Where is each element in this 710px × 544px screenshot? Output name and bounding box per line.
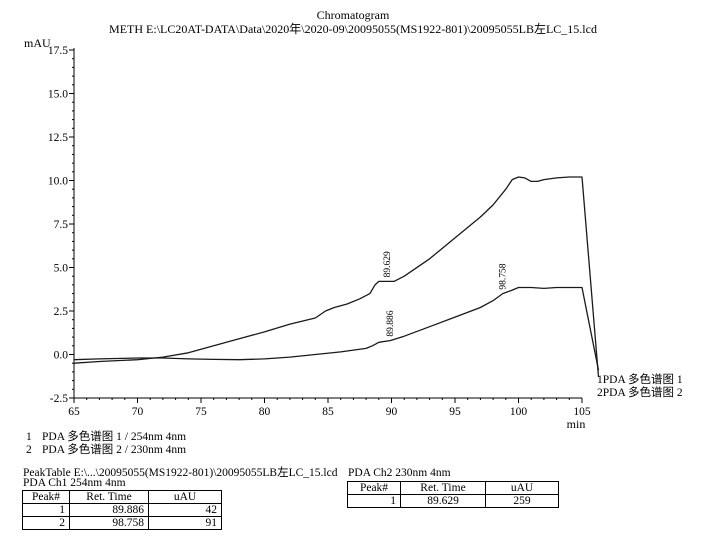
chart-title: Chromatogram [317,8,390,22]
peak-labels: 89.629 98.758 89.886 [383,251,509,337]
column-header: Ret. Time [69,490,149,504]
table-cell: 98.758 [69,516,149,530]
column-header: Ret. Time [400,481,486,495]
y-tick-label: 2.5 [54,306,69,318]
y-tick-label: 17.5 [48,45,68,57]
column-header: uAU [148,490,222,504]
table-cell: 91 [148,516,222,530]
y-tick-label: 10.0 [48,176,68,188]
table-cell: 42 [148,503,222,517]
x-tick-label: 75 [195,406,207,418]
y-tick-label: 12.5 [48,132,68,144]
y-tick-label: 7.5 [54,219,69,231]
legend-number: 2 [26,444,32,456]
x-tick-label: 90 [386,406,398,418]
y-tick-label: 5.0 [54,263,69,275]
end-label-1: 1PDA 多色谱图 1 [597,372,683,386]
x-tick-label: 85 [322,406,334,418]
table-cell: 89.886 [69,503,149,517]
x-tick-label: 70 [132,406,144,418]
peak-table-ch2: Peak# Ret. Time uAU 1 89.629 259 [347,481,559,508]
peak-table-title: PeakTable E:\...\20095055(MS1922-801)\20… [23,467,338,479]
end-label-2: 2PDA 多色谱图 2 [597,385,683,399]
series-line-1 [73,176,600,378]
legend-number: 1 [26,431,32,443]
column-header: Peak# [347,481,401,495]
axes: -2.5 0.0 2.5 5.0 7.5 10.0 12.5 15.0 17.5 65 70 75 80… [48,45,591,418]
table-row: 1 89.629 259 [347,494,559,508]
channel-legend: 1 PDA 多色谱图 1 / 254nm 4nm 2 PDA 多色谱图 2 / 23… [26,431,186,457]
table-header-row: Peak# Ret. Time uAU [347,481,559,495]
table-header-row: Peak# Ret. Time uAU [22,490,222,504]
table-cell: 1 [22,503,70,517]
table-cell: 2 [22,516,70,530]
table-cell: 1 [347,494,401,508]
x-axis-unit: min [567,417,586,430]
x-tick-label: 100 [510,406,528,418]
legend-text: PDA 多色谱图 1 / 254nm 4nm [42,431,187,443]
x-tick-label: 65 [68,406,80,418]
column-header: uAU [485,481,559,495]
legend-item-1: 1 PDA 多色谱图 1 / 254nm 4nm [26,431,186,444]
x-tick-label: 80 [259,406,271,418]
table-cell: 259 [485,494,559,508]
table-row: 1 89.886 42 [22,503,222,517]
y-tick-label: 15.0 [48,89,68,101]
table-cell: 89.629 [400,494,486,508]
peak-label: 89.886 [386,310,396,336]
peak-label: 98.758 [499,263,509,289]
y-tick-label: 0.0 [54,350,69,362]
y-tick-label: -2.5 [50,393,68,405]
peak-label: 89.629 [383,251,393,277]
table-row: 2 98.758 91 [22,516,222,530]
chart-subtitle: METH E:\LC20AT-DATA\Data\2020年\2020-09\2… [109,21,597,36]
peak-table-ch1: Peak# Ret. Time uAU 1 89.886 42 2 98.758… [22,490,222,530]
series-lines [73,176,600,378]
x-tick-label: 105 [573,406,591,418]
x-tick-label: 95 [449,406,461,418]
legend-text: PDA 多色谱图 2 / 230nm 4nm [42,444,187,456]
y-axis-unit: mAU [24,36,51,50]
peak-table-ch1-title: PDA Ch1 254nm 4nm [23,477,126,489]
peak-table-ch2-title: PDA Ch2 230nm 4nm [348,467,451,479]
series-line-2 [73,286,600,371]
column-header: Peak# [22,490,70,504]
chromatogram-chart: Chromatogram METH E:\LC20AT-DATA\Data\20… [24,8,683,430]
legend-item-2: 2 PDA 多色谱图 2 / 230nm 4nm [26,444,186,457]
